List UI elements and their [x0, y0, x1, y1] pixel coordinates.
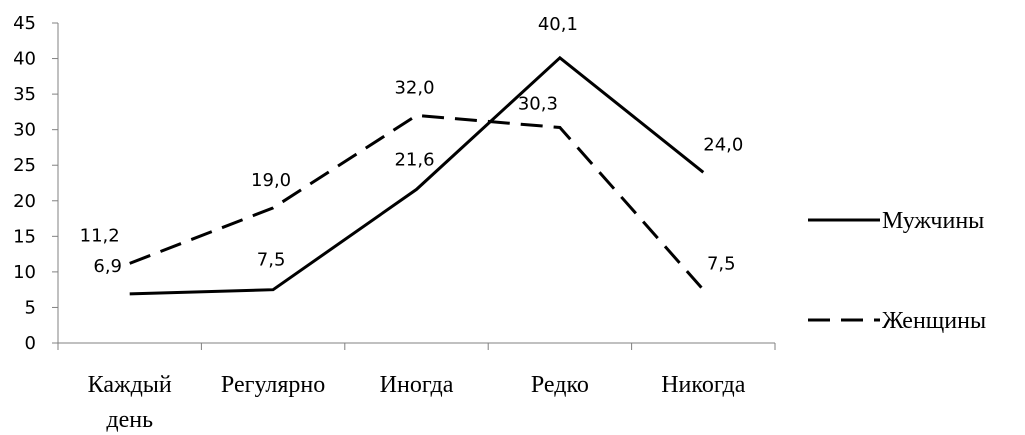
data-label: 32,0: [394, 77, 434, 98]
series-line-men: [129, 55, 705, 296]
data-label: 19,0: [251, 170, 291, 191]
x-tick-label: Никогда: [661, 372, 745, 398]
data-label: 24,0: [703, 134, 743, 155]
x-tick-label-line: Иногда: [380, 372, 454, 398]
y-tick-label: 5: [25, 297, 36, 318]
axes: 0 5 10 15 20 25 30 35 40 45 Каждый день Регулярно Ино…: [13, 13, 776, 433]
x-tick-label-line: день: [106, 407, 153, 433]
data-label: 7,5: [257, 250, 286, 271]
y-tick-label: 20: [13, 191, 36, 212]
y-tick-label: 0: [25, 333, 36, 354]
x-tick-label: Редко: [531, 372, 589, 398]
data-label: 21,6: [394, 149, 434, 170]
data-label: 6,9: [93, 256, 122, 277]
x-tick-label: Иногда: [380, 372, 454, 398]
data-label: 40,1: [538, 14, 578, 35]
legend-label-men: Мужчины: [882, 208, 984, 234]
data-label: 30,3: [518, 94, 558, 115]
series-lines: [129, 55, 705, 296]
x-tick-label-line: Никогда: [661, 372, 745, 398]
y-tick-label: 10: [13, 262, 36, 283]
series-line-women: [129, 113, 705, 291]
y-tick-label: 30: [13, 120, 36, 141]
y-tick-label: 35: [13, 84, 36, 105]
y-tick-label: 40: [13, 49, 36, 70]
legend-label-women: Женщины: [882, 308, 986, 334]
data-label: 11,2: [80, 225, 120, 246]
data-labels: 6,9 7,5 21,6 40,1 24,0 11,2 19,0 32,0 30,3 7,5: [80, 14, 744, 277]
x-tick-label: Регулярно: [221, 372, 325, 398]
x-tick-label-line: Регулярно: [221, 372, 325, 398]
x-tick-label-line: Каждый: [88, 372, 172, 398]
legend: Мужчины Женщины: [808, 208, 986, 334]
data-label: 7,5: [707, 254, 736, 275]
x-tick-label-line: Редко: [531, 372, 589, 398]
y-tick-label: 25: [13, 155, 36, 176]
x-tick-label: Каждый день: [88, 372, 172, 433]
y-tick-label: 45: [13, 13, 36, 34]
y-tick-label: 15: [13, 226, 36, 247]
